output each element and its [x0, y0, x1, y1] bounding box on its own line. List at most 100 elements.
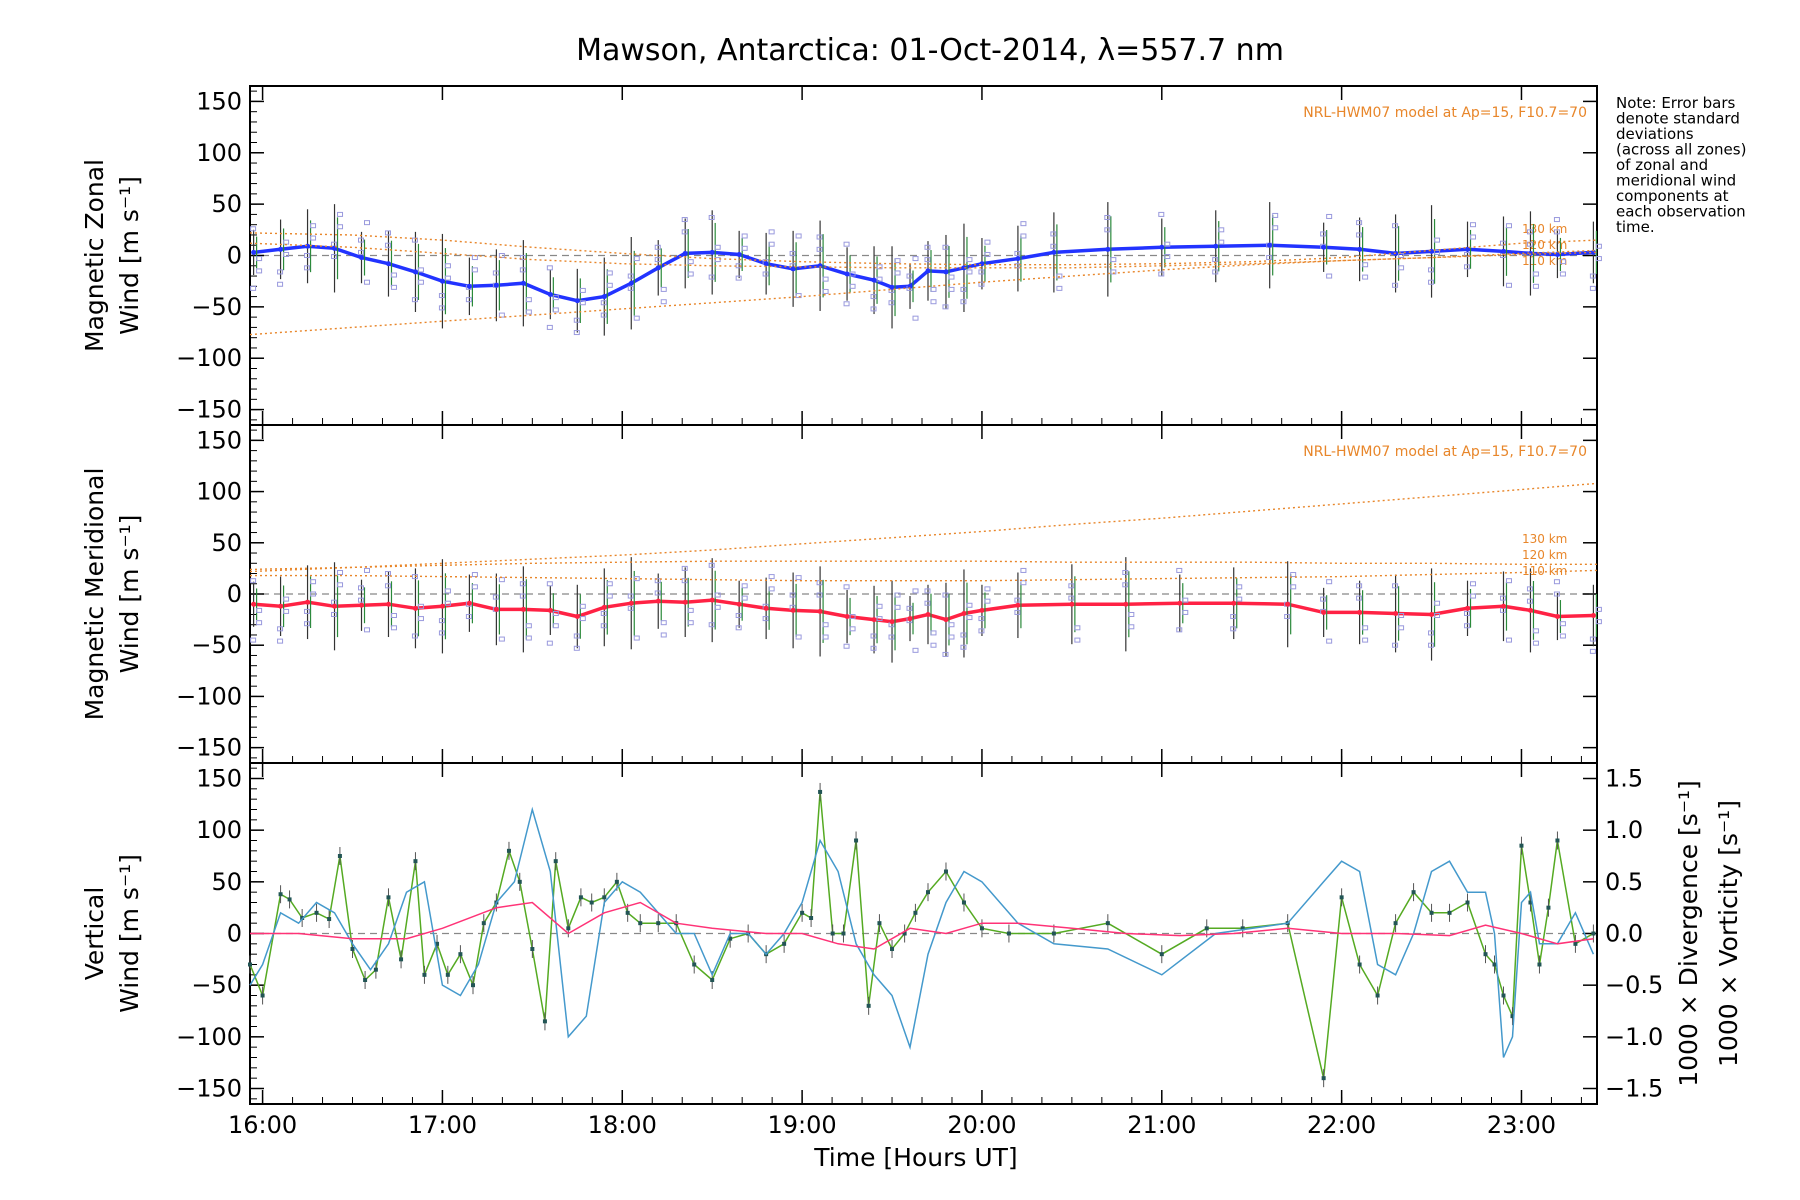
data-point [1051, 931, 1056, 936]
zone-sample-marker [714, 592, 721, 598]
data-point [1267, 242, 1273, 248]
zone-sample-marker [390, 625, 397, 631]
zone-sample-marker [906, 273, 913, 279]
zone-sample-marker [600, 300, 607, 306]
data-point [979, 926, 984, 931]
zone-sample-marker [573, 317, 580, 323]
zone-sample-marker [1526, 586, 1533, 592]
zone-sample-marker [1362, 625, 1369, 631]
data-point [790, 266, 796, 272]
data-point [1177, 600, 1183, 606]
zone-sample-marker [1056, 285, 1063, 291]
zone-sample-marker [888, 634, 895, 640]
y-tick-label: 150 [196, 765, 242, 793]
zone-sample-marker [1398, 613, 1405, 619]
data-point [435, 941, 440, 946]
zone-sample-marker [1014, 609, 1021, 615]
zone-sample-marker [1559, 259, 1566, 265]
zone-sample-marker [816, 580, 823, 586]
data-point [1492, 962, 1497, 967]
zone-sample-marker [498, 312, 505, 318]
panel-zonal: −150 −100 −50 0 50 100 150 Magnetic Zonal Wind [… [80, 85, 1602, 426]
zone-sample-marker [277, 626, 284, 632]
y-tick-label: 50 [211, 190, 242, 218]
zone-sample-marker [1326, 213, 1333, 219]
series-line [249, 560, 1597, 571]
zone-sample-marker [849, 283, 856, 289]
data-point [818, 789, 823, 794]
zone-sample-marker [1320, 596, 1327, 602]
zone-sample-marker [660, 632, 667, 638]
zone-sample-marker [1595, 606, 1602, 612]
zone-sample-marker [960, 632, 967, 638]
data-point [1231, 600, 1237, 606]
y-tick-label: −150 [176, 1075, 242, 1103]
data-point [1357, 962, 1362, 967]
data-point [614, 879, 619, 884]
zone-sample-marker [390, 284, 397, 290]
right-y-tick-label: 0.0 [1605, 920, 1643, 948]
data-point [871, 277, 877, 283]
zone-sample-marker [600, 623, 607, 629]
series-line [250, 901, 1594, 950]
zone-sample-marker [579, 287, 586, 293]
zone-sample-marker [1104, 227, 1111, 233]
data-point [692, 962, 697, 967]
data-point [889, 619, 895, 625]
zone-sample-marker [984, 586, 991, 592]
zone-sample-marker [876, 603, 883, 609]
data-point [1240, 926, 1245, 931]
y-tick-label: 0 [227, 580, 242, 608]
data-point [602, 895, 607, 900]
data-point [547, 607, 553, 613]
y-tick-label: 150 [196, 87, 242, 115]
zone-sample-marker [1595, 243, 1602, 249]
zone-sample-marker [1074, 637, 1081, 643]
zone-sample-marker [1020, 221, 1027, 227]
zone-sample-marker [816, 246, 823, 252]
note-line: each observation [1616, 203, 1746, 221]
data-point [710, 978, 715, 982]
y-tick-label: −50 [191, 631, 242, 659]
panel-vertical: −150 −100 −50 0 50 100 150 Vertical Wind [m s⁻¹]… [80, 762, 1743, 1105]
zone-sample-marker [606, 581, 613, 587]
data-point [466, 283, 472, 289]
series-line [249, 232, 1598, 266]
zone-sample-marker [1392, 282, 1399, 288]
data-point [481, 921, 486, 926]
zone-sample-marker [894, 258, 901, 264]
y-tick-label: 100 [196, 816, 242, 844]
zone-sample-marker [1356, 232, 1363, 238]
zone-sample-marker [822, 622, 829, 628]
data-point [1510, 1014, 1515, 1019]
y-tick-label: −150 [176, 396, 242, 424]
zone-sample-marker [310, 579, 317, 585]
zone-sample-marker [525, 623, 532, 629]
data-point [961, 610, 967, 616]
data-point [728, 936, 733, 941]
zone-sample-marker [687, 259, 694, 265]
zone-sample-marker [277, 638, 284, 644]
zone-sample-marker [1158, 271, 1165, 277]
zone-sample-marker [966, 269, 973, 275]
zone-sample-marker [984, 251, 991, 257]
zone-sample-marker [519, 255, 526, 261]
zone-sample-marker [912, 315, 919, 321]
zone-sample-marker [1428, 267, 1435, 273]
zone-sample-marker [978, 616, 985, 622]
zone-sample-marker [966, 257, 973, 263]
data-point [359, 602, 365, 608]
zone-sample-marker [310, 591, 317, 597]
data-point [736, 251, 742, 257]
zone-sample-marker [1589, 285, 1596, 291]
data-point [439, 278, 445, 284]
zone-sample-marker [708, 214, 715, 220]
data-point [1204, 926, 1209, 931]
zone-sample-marker [438, 305, 445, 311]
x-tick-label: 16:00 [228, 1111, 297, 1139]
zone-sample-marker [912, 647, 919, 653]
zone-sample-marker [1068, 583, 1075, 589]
zone-sample-marker [789, 592, 796, 598]
data-point [782, 941, 787, 946]
data-point [1500, 248, 1506, 254]
